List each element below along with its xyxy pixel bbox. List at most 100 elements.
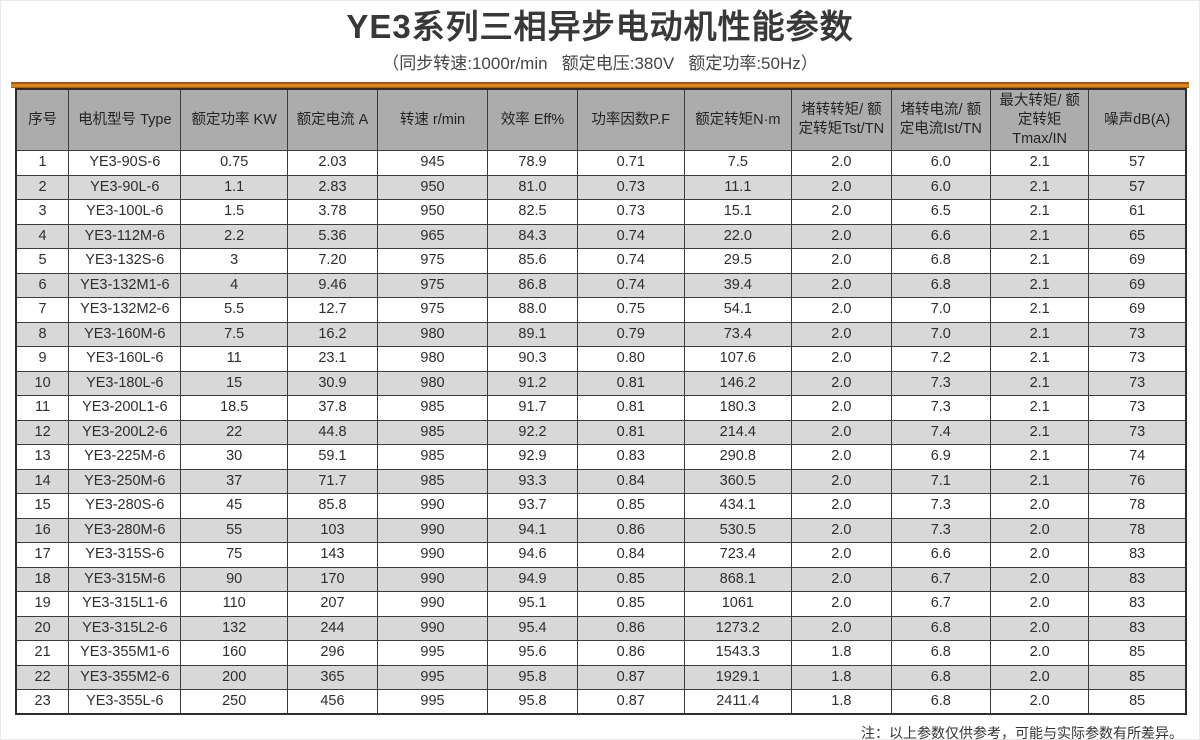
table-cell: 2.0 — [791, 223, 892, 250]
table-cell: YE3-100L-6 — [68, 199, 182, 225]
table-cell: 14 — [15, 468, 70, 495]
table-cell: 980 — [377, 370, 488, 397]
table-cell: 7.4 — [890, 419, 992, 446]
table-cell: 2.0 — [791, 297, 892, 323]
table-header: 序号 电机型号 Type 额定功率 KW 额定电流 A 转速 r/min 效率 Eff% 功… — [15, 88, 1187, 152]
table-row: 16 YE3-280M-6 55 103 990 94.1 0.86 530.5 2.0 7.3 2… — [15, 517, 1187, 544]
table-cell: 54.1 — [683, 297, 793, 323]
table-cell: 6.8 — [890, 248, 992, 274]
table-cell: 57 — [1088, 174, 1187, 201]
table-cell: 2.1 — [990, 419, 1090, 446]
table-cell: 2.2 — [180, 223, 288, 250]
table-header-row: 序号 电机型号 Type 额定功率 KW 额定电流 A 转速 r/min 效率 Eff% 功… — [15, 88, 1187, 152]
table-cell: 12 — [15, 419, 70, 446]
table-cell: 13 — [15, 444, 70, 470]
table-cell: 0.86 — [577, 640, 685, 666]
table-cell: 2.0 — [791, 272, 892, 299]
table-cell: 7.5 — [683, 150, 793, 176]
table-row: 18 YE3-315M-6 90 170 990 94.9 0.85 868.1 2.0 6.7 2… — [15, 566, 1187, 593]
table-cell: 9.46 — [286, 272, 379, 299]
table-cell: 2.0 — [791, 615, 892, 642]
table-cell: 2.0 — [791, 150, 892, 176]
table-cell: 2.0 — [791, 395, 892, 421]
table-cell: 530.5 — [683, 517, 793, 544]
table-cell: 0.79 — [577, 321, 685, 348]
table-cell: 22 — [15, 664, 70, 691]
table-cell: 94.6 — [486, 542, 579, 568]
table-cell: 456 — [286, 689, 379, 715]
table-cell: 0.74 — [577, 248, 685, 274]
table-cell: 78 — [1088, 517, 1187, 544]
table-cell: 69 — [1088, 297, 1187, 323]
table-cell: 5.36 — [286, 223, 379, 250]
table-cell: 4 — [180, 272, 288, 299]
table-cell: 1.5 — [180, 199, 288, 225]
table-cell: YE3-160L-6 — [68, 346, 182, 372]
table-cell: 2411.4 — [683, 689, 793, 715]
table-cell: 89.1 — [486, 321, 579, 348]
table-cell: YE3-280S-6 — [68, 493, 182, 519]
table-cell: 868.1 — [683, 566, 793, 593]
table-cell: 2.0 — [791, 542, 892, 568]
footnote: 注：以上参数仅供参考，可能与实际参数有所差异。 — [861, 725, 1183, 740]
table-row: 1 YE3-90S-6 0.75 2.03 945 78.9 0.71 7.5 2.0 6.0 2.… — [15, 150, 1187, 176]
table-cell: 29.5 — [683, 248, 793, 274]
table-cell: 160 — [180, 640, 288, 666]
table-row: 10 YE3-180L-6 15 30.9 980 91.2 0.81 146.2 2.0 7.3… — [15, 370, 1187, 397]
table-cell: 73 — [1088, 370, 1187, 397]
table-cell: 4 — [15, 223, 70, 250]
table-cell: 2.0 — [990, 591, 1090, 617]
table-cell: 0.80 — [577, 346, 685, 372]
table-cell: 93.7 — [486, 493, 579, 519]
table-cell: 975 — [377, 272, 488, 299]
table-cell: 18.5 — [180, 395, 288, 421]
table-cell: 0.75 — [180, 150, 288, 176]
table-cell: 2.0 — [990, 664, 1090, 691]
table-cell: 1.8 — [791, 640, 892, 666]
table-row: 6 YE3-132M1-6 4 9.46 975 86.8 0.74 39.4 2.0 6.8 2.… — [15, 272, 1187, 299]
table-cell: 2.0 — [791, 444, 892, 470]
column-header: 最大转矩/ 额定转矩Tmax/IN — [990, 88, 1090, 152]
table-cell: 78.9 — [486, 150, 579, 176]
table-row: 13 YE3-225M-6 30 59.1 985 92.9 0.83 290.8 2.0 6.9… — [15, 444, 1187, 470]
table-row: 17 YE3-315S-6 75 143 990 94.6 0.84 723.4 2.0 6.6 2… — [15, 542, 1187, 568]
table-cell: 17 — [15, 542, 70, 568]
table-cell: 132 — [180, 615, 288, 642]
table-cell: 11 — [180, 346, 288, 372]
table-cell: 0.73 — [577, 199, 685, 225]
table-cell: 214.4 — [683, 419, 793, 446]
table-cell: 0.84 — [577, 468, 685, 495]
table-cell: 84.3 — [486, 223, 579, 250]
table-cell: 85 — [1088, 689, 1187, 715]
table-cell: 985 — [377, 468, 488, 495]
table-cell: 7.3 — [890, 395, 992, 421]
table-cell: 6.5 — [890, 199, 992, 225]
table-cell: 83 — [1088, 566, 1187, 593]
table-cell: 2.0 — [990, 517, 1090, 544]
table-cell: 434.1 — [683, 493, 793, 519]
column-header: 功率因数P.F — [577, 88, 685, 152]
table-cell: YE3-250M-6 — [68, 468, 182, 495]
table-cell: 950 — [377, 174, 488, 201]
table-cell: 290.8 — [683, 444, 793, 470]
table-cell: 975 — [377, 297, 488, 323]
table-row: 5 YE3-132S-6 3 7.20 975 85.6 0.74 29.5 2.0 6.8 2.1… — [15, 248, 1187, 274]
table-cell: 103 — [286, 517, 379, 544]
table-cell: 2.1 — [990, 174, 1090, 201]
table-cell: 2.0 — [791, 468, 892, 495]
table-cell: 6.9 — [890, 444, 992, 470]
table-cell: 39.4 — [683, 272, 793, 299]
table-cell: 16 — [15, 517, 70, 544]
table-cell: 90.3 — [486, 346, 579, 372]
table-cell: YE3-225M-6 — [68, 444, 182, 470]
table-cell: 88.0 — [486, 297, 579, 323]
table-cell: 965 — [377, 223, 488, 250]
table-cell: 2.0 — [791, 566, 892, 593]
table-cell: 985 — [377, 395, 488, 421]
table-body: 1 YE3-90S-6 0.75 2.03 945 78.9 0.71 7.5 2.0 6.0 2.… — [15, 150, 1187, 715]
table-cell: 1543.3 — [683, 640, 793, 666]
table-cell: 7.3 — [890, 493, 992, 519]
table-cell: 2.0 — [791, 174, 892, 201]
table-cell: 65 — [1088, 223, 1187, 250]
